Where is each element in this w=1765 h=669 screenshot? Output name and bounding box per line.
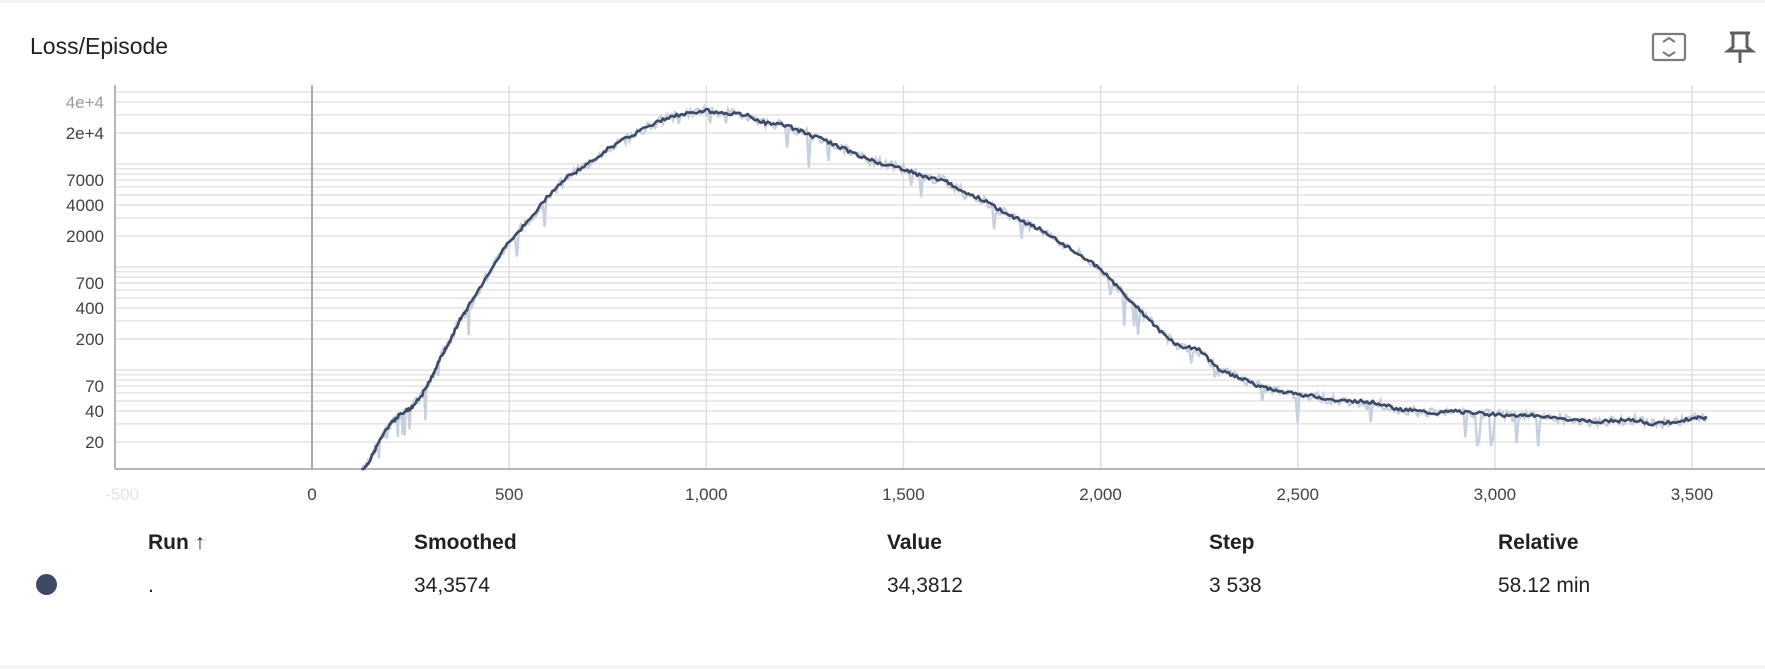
chart-title: Loss/Episode [30, 33, 169, 59]
x-tick-label: 3,500 [1671, 485, 1714, 504]
x-tick-label: 1,500 [882, 485, 925, 504]
cell-relative: 58.12 min [1498, 574, 1591, 597]
y-tick-label: 4000 [66, 196, 104, 215]
cell-value: 34,3812 [887, 574, 963, 597]
fit-domain-icon [1651, 32, 1687, 62]
y-tick-label: 7000 [66, 171, 104, 190]
y-tick-label: 200 [76, 330, 104, 349]
y-tick-label: 70 [85, 377, 104, 396]
x-tick-label: -500 [105, 485, 139, 504]
grid [115, 85, 1765, 469]
cell-step: 3 538 [1209, 574, 1262, 597]
col-header-step: Step [1209, 531, 1255, 554]
y-tick-label: 40 [85, 402, 104, 421]
pin-button[interactable] [1718, 27, 1762, 67]
x-tick-label: 2,500 [1276, 485, 1319, 504]
chart-card: Loss/Episode -500 0 500 1,000 1,500 2,000 2,50… [0, 3, 1765, 665]
y-tick-label: 2000 [66, 227, 104, 246]
x-tick-label: 500 [495, 485, 523, 504]
cell-run: . [148, 574, 154, 597]
col-header-relative: Relative [1498, 531, 1579, 554]
y-tick-label: 700 [76, 274, 104, 293]
cell-smoothed: 34,3574 [414, 574, 490, 597]
y-tick-label: 20 [85, 433, 104, 452]
col-header-run[interactable]: Run ↑ [148, 531, 206, 554]
tick-labels: -500 0 500 1,000 1,500 2,000 2,500 3,000 3,500 20… [66, 93, 1714, 504]
y-tick-label: 4e+4 [66, 93, 104, 112]
smoothed-series-line [361, 107, 1708, 471]
loss-chart[interactable]: -500 0 500 1,000 1,500 2,000 2,500 3,000 3,500 20… [0, 83, 1765, 513]
y-tick-label: 400 [76, 299, 104, 318]
y-tick-label: 2e+4 [66, 124, 104, 143]
x-tick-label: 2,000 [1079, 485, 1122, 504]
run-color-dot [36, 574, 57, 595]
col-header-smoothed: Smoothed [414, 531, 517, 554]
pin-icon [1723, 31, 1757, 63]
col-header-value: Value [887, 531, 942, 554]
x-tick-label: 3,000 [1474, 485, 1517, 504]
x-tick-label: 0 [307, 485, 316, 504]
series-layer [361, 103, 1709, 471]
x-tick-label: 1,000 [685, 485, 728, 504]
fit-domain-button[interactable] [1647, 27, 1691, 67]
axes [114, 85, 1765, 470]
